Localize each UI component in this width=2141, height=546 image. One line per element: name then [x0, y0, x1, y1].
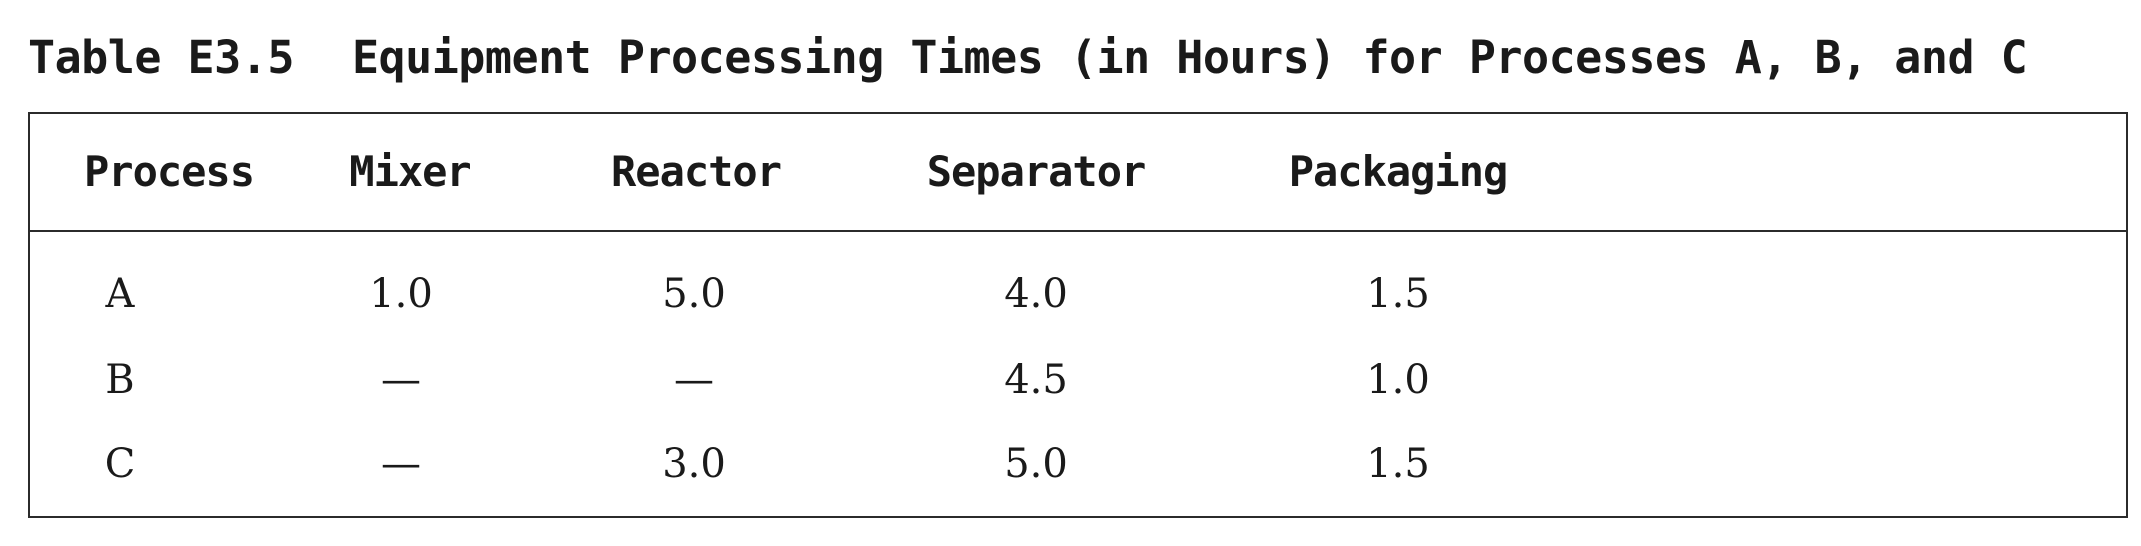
table-number: Table E3.5 — [28, 30, 294, 84]
header-reactor: Reactor — [610, 147, 782, 196]
header-divider — [30, 230, 2126, 232]
cell-packaging: 1.5 — [1366, 271, 1430, 317]
cell-mixer: — — [381, 357, 421, 403]
cell-process: C — [104, 441, 136, 487]
cell-process: B — [105, 357, 135, 403]
header-separator: Separator — [926, 147, 1147, 196]
cell-reactor: 3.0 — [662, 441, 726, 487]
cell-separator: 4.0 — [1004, 271, 1068, 317]
cell-packaging: 1.0 — [1366, 357, 1430, 403]
cell-process: A — [105, 271, 135, 317]
cell-reactor: 5.0 — [662, 271, 726, 317]
cell-separator: 5.0 — [1004, 441, 1068, 487]
table-caption: Table E3.5 Equipment Processing Times (i… — [28, 12, 2028, 102]
cell-reactor: — — [674, 357, 714, 403]
header-mixer: Mixer — [349, 147, 471, 196]
cell-mixer: 1.0 — [369, 271, 433, 317]
cell-separator: 4.5 — [1004, 357, 1068, 403]
cell-mixer: — — [381, 441, 421, 487]
processing-times-table: Process Mixer Reactor Separator Packagin… — [28, 112, 2128, 518]
table-title: Equipment Processing Times (in Hours) fo… — [351, 30, 2028, 84]
header-packaging: Packaging — [1288, 147, 1509, 196]
cell-packaging: 1.5 — [1366, 441, 1430, 487]
header-process: Process — [83, 147, 255, 196]
